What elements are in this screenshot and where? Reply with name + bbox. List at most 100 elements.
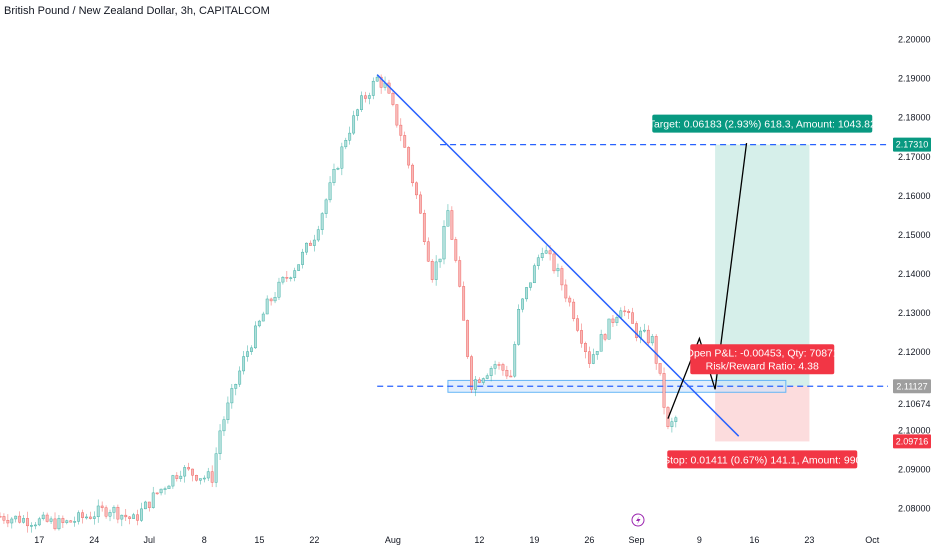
candle-body — [540, 253, 544, 258]
candle-body — [430, 261, 434, 280]
candle-body — [348, 132, 352, 141]
candle-body — [662, 373, 666, 408]
y-tick-label: 2.15000 — [898, 230, 931, 240]
candle-body — [442, 226, 446, 260]
trend-line — [376, 74, 740, 437]
candle-body — [336, 168, 340, 170]
candle-body — [132, 514, 135, 519]
candle-body — [88, 516, 92, 519]
candle-body — [595, 351, 599, 355]
candle-body — [454, 239, 458, 261]
x-tick-label: 19 — [529, 535, 539, 545]
candle-body — [344, 140, 348, 148]
price-tag: 2.17310 — [893, 137, 931, 152]
price-tag: 2.09716 — [893, 434, 931, 449]
x-tick-label: Jul — [144, 535, 156, 545]
candle-body — [525, 287, 528, 300]
candle-body — [529, 282, 532, 288]
candle-body — [646, 329, 650, 344]
candle-body — [257, 320, 261, 327]
candle-body — [611, 318, 615, 323]
candle-body — [536, 257, 540, 266]
candle-body — [642, 329, 646, 332]
candle-body — [450, 210, 454, 240]
candle-body — [356, 109, 359, 116]
candle-body — [474, 379, 477, 390]
candle-body — [544, 250, 548, 254]
candle-body — [191, 468, 194, 476]
rr-text: Risk/Reward Ratio: 4.38 — [706, 360, 819, 372]
candle-body — [419, 194, 422, 214]
candle-body — [627, 311, 631, 313]
candle-body — [2, 516, 6, 521]
candle-body — [167, 485, 171, 489]
x-tick-label: Aug — [385, 535, 401, 545]
candle-body — [521, 298, 524, 310]
candle-body — [580, 330, 583, 344]
candle-body — [163, 488, 167, 490]
candle-body — [136, 514, 139, 521]
candle-body — [10, 518, 14, 524]
candle-body — [591, 354, 595, 364]
candle-body — [340, 146, 344, 169]
candle-body — [560, 268, 564, 286]
x-tick-label: 22 — [309, 535, 319, 545]
candle-body — [128, 516, 132, 519]
candle-body — [187, 467, 191, 470]
candle-body — [45, 514, 49, 522]
candle-body — [242, 356, 246, 372]
candle-body — [403, 135, 407, 148]
candle-body — [226, 402, 230, 420]
candle-body — [77, 512, 80, 522]
candle-body — [568, 297, 572, 303]
candle-body — [261, 313, 265, 322]
candle-body — [360, 95, 363, 110]
pnl-text: Open P&L: -0.00453, Qty: 70871 — [686, 347, 839, 359]
candle-body — [658, 363, 662, 374]
x-tick-label: 26 — [584, 535, 594, 545]
chart-header-title: British Pound / New Zealand Dollar, 3h, … — [4, 5, 270, 17]
candle-body — [615, 317, 619, 323]
candle-body — [253, 325, 257, 349]
candle-body — [391, 92, 395, 105]
y-tick-label: 2.19000 — [898, 74, 931, 84]
candle-body — [69, 520, 73, 523]
candle-body — [316, 229, 320, 241]
candle-body — [434, 261, 438, 280]
candle-body — [147, 501, 151, 508]
candle-body — [183, 467, 187, 477]
candle-body — [674, 417, 678, 422]
y-tick-label: 2.14000 — [898, 269, 931, 279]
candle-body — [112, 506, 116, 513]
candle-body — [195, 475, 198, 481]
candle-body — [438, 258, 442, 263]
candle-body — [14, 515, 18, 520]
candle-body — [587, 351, 591, 364]
candle-body — [96, 505, 100, 518]
candle-body — [371, 80, 375, 96]
candle-body — [26, 518, 29, 527]
y-tick-label: 2.10000 — [898, 425, 931, 435]
x-tick-label: 17 — [34, 535, 44, 545]
candle-body — [175, 475, 179, 479]
candle-body — [179, 475, 183, 479]
candle-body — [30, 525, 33, 527]
candle-body — [320, 213, 324, 230]
candle-body — [33, 524, 37, 527]
candle-body — [477, 379, 481, 383]
stop-label-text: Stop: 0.01411 (0.67%) 141.1, Amount: 990 — [663, 454, 861, 466]
price-tag-text: 2.17310 — [896, 140, 929, 150]
candle-body — [415, 182, 418, 196]
candle-body — [489, 368, 493, 376]
x-tick-label: 12 — [474, 535, 484, 545]
candle-body — [285, 277, 289, 279]
candle-body — [509, 375, 513, 378]
candle-body — [324, 199, 328, 214]
candle-body — [599, 334, 603, 352]
candle-body — [466, 320, 469, 357]
candle-body — [422, 212, 426, 242]
candle-body — [497, 364, 501, 366]
candle-body — [155, 492, 159, 495]
y-tick-label: 2.20000 — [898, 35, 931, 45]
